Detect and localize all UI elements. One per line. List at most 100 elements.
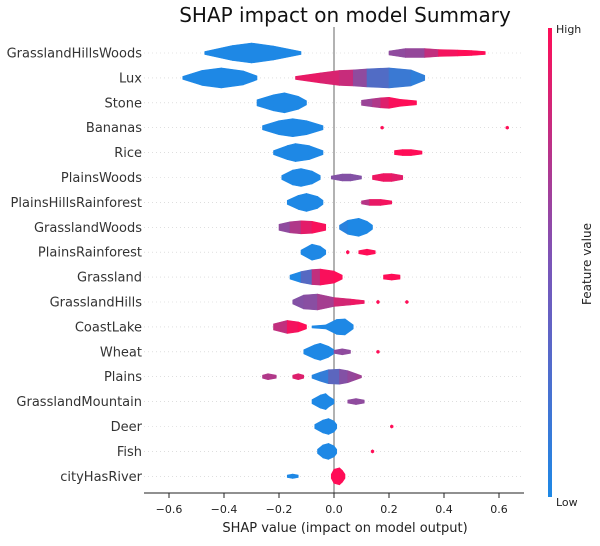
violin-segment — [328, 346, 335, 358]
violin-segment — [231, 42, 252, 64]
violin-segment — [317, 444, 324, 459]
violin-segment — [319, 268, 335, 286]
violin-segment — [262, 120, 280, 135]
violin-segment — [347, 370, 357, 383]
feature-violin — [256, 92, 417, 114]
violin-segment — [256, 94, 274, 112]
violin-segment — [328, 368, 340, 385]
feature-label: Wheat — [100, 345, 142, 360]
violin-segment — [339, 467, 343, 486]
violin-segment — [303, 293, 318, 311]
feature-violin — [278, 218, 373, 237]
violin-segment — [372, 173, 384, 182]
violin-segment — [352, 68, 368, 88]
violin-segment — [314, 419, 324, 434]
violin-segment — [317, 293, 335, 311]
feature-violin — [286, 193, 393, 212]
violin-segment — [406, 300, 409, 304]
violin-segment — [300, 168, 313, 187]
feature-label: Fish — [117, 445, 142, 460]
violin-segment — [372, 449, 375, 454]
violin-segment — [369, 199, 382, 206]
violin-segment — [242, 70, 258, 86]
violin-segment — [328, 395, 335, 408]
violin-segment — [297, 373, 305, 380]
violin-segment — [377, 349, 380, 354]
violin-segment — [388, 67, 412, 89]
violin-segment — [297, 321, 307, 333]
violin-segment — [220, 67, 244, 89]
violin-segment — [347, 398, 357, 405]
violin-segment — [262, 373, 269, 380]
feature-label: Plains — [104, 370, 142, 385]
violin-segment — [339, 220, 349, 235]
violin-segment — [322, 443, 329, 460]
violin-segment — [273, 92, 285, 114]
feature-labels: GrasslandHillsWoods Lux Stone Bananas Rice Pl… — [7, 47, 143, 485]
violin-segment — [292, 168, 302, 187]
violin-segment — [311, 394, 321, 409]
violin-segment — [311, 243, 321, 261]
violin-segment — [383, 173, 393, 182]
feature-label: Rice — [114, 146, 142, 161]
violin-segment — [204, 45, 233, 61]
violin-segment — [295, 72, 321, 84]
x-tick-label: 0.4 — [435, 503, 453, 516]
violin-segment — [328, 418, 335, 435]
colorbar-low-label: Low — [556, 496, 578, 509]
violin-segment — [372, 97, 382, 109]
violin-segment — [339, 69, 354, 87]
violin-segment — [182, 70, 203, 86]
violin-segment — [358, 248, 368, 256]
violin-segment — [292, 473, 299, 479]
violin-segment — [339, 368, 349, 385]
feature-label: PlainsWoods — [61, 171, 142, 186]
violin-segment — [394, 149, 404, 156]
violin-segment — [424, 48, 439, 58]
colorbar — [548, 28, 552, 497]
violin-segment — [317, 196, 324, 209]
violin-segment — [292, 118, 307, 137]
violin-segment — [361, 199, 371, 206]
violin-segment — [347, 218, 360, 237]
violin-segment — [286, 195, 299, 210]
violin-segment — [319, 70, 340, 86]
feature-label: CoastLake — [75, 320, 142, 335]
feature-violin — [262, 118, 509, 137]
feature-label: GrasslandMountain — [16, 395, 142, 410]
feature-violin — [281, 168, 404, 187]
feature-label: PlainsHillsRainforest — [11, 196, 142, 211]
x-axis-ticks: −0.6 −0.4 −0.2 0.0 0.2 0.4 0.6 — [156, 493, 508, 516]
violin-segment — [311, 324, 327, 330]
chart-title: SHAP impact on model Summary — [179, 3, 511, 27]
violin-segment — [319, 369, 329, 384]
feature-label: GrasslandWoods — [34, 221, 142, 236]
violin-segment — [366, 67, 390, 89]
feature-violin — [292, 293, 409, 311]
violin-segment — [319, 343, 329, 361]
violin-segment — [251, 42, 274, 64]
colorbar-high-label: High — [556, 23, 581, 36]
violin-segment — [381, 125, 384, 130]
violin-segment — [297, 96, 307, 110]
feature-label: cityHasRiver — [60, 470, 142, 485]
violin-segment — [402, 149, 412, 156]
violin-segment — [284, 92, 299, 114]
violin-segment — [366, 248, 376, 256]
colorbar-title: Feature value — [580, 223, 594, 305]
violin-segment — [333, 270, 343, 284]
feature-violin — [303, 343, 380, 361]
violin-segment — [328, 443, 335, 460]
violin-segment — [388, 48, 406, 58]
feature-label: Lux — [119, 71, 142, 86]
feature-label: GrasslandHillsWoods — [7, 47, 143, 62]
violin-segment — [319, 393, 327, 410]
violin-segment — [333, 297, 351, 307]
violin-segment — [399, 99, 417, 107]
violin-segment — [286, 143, 296, 162]
x-axis-label: SHAP value (impact on model output) — [222, 521, 467, 536]
violin-segment — [341, 470, 346, 483]
gridlines — [144, 52, 524, 477]
